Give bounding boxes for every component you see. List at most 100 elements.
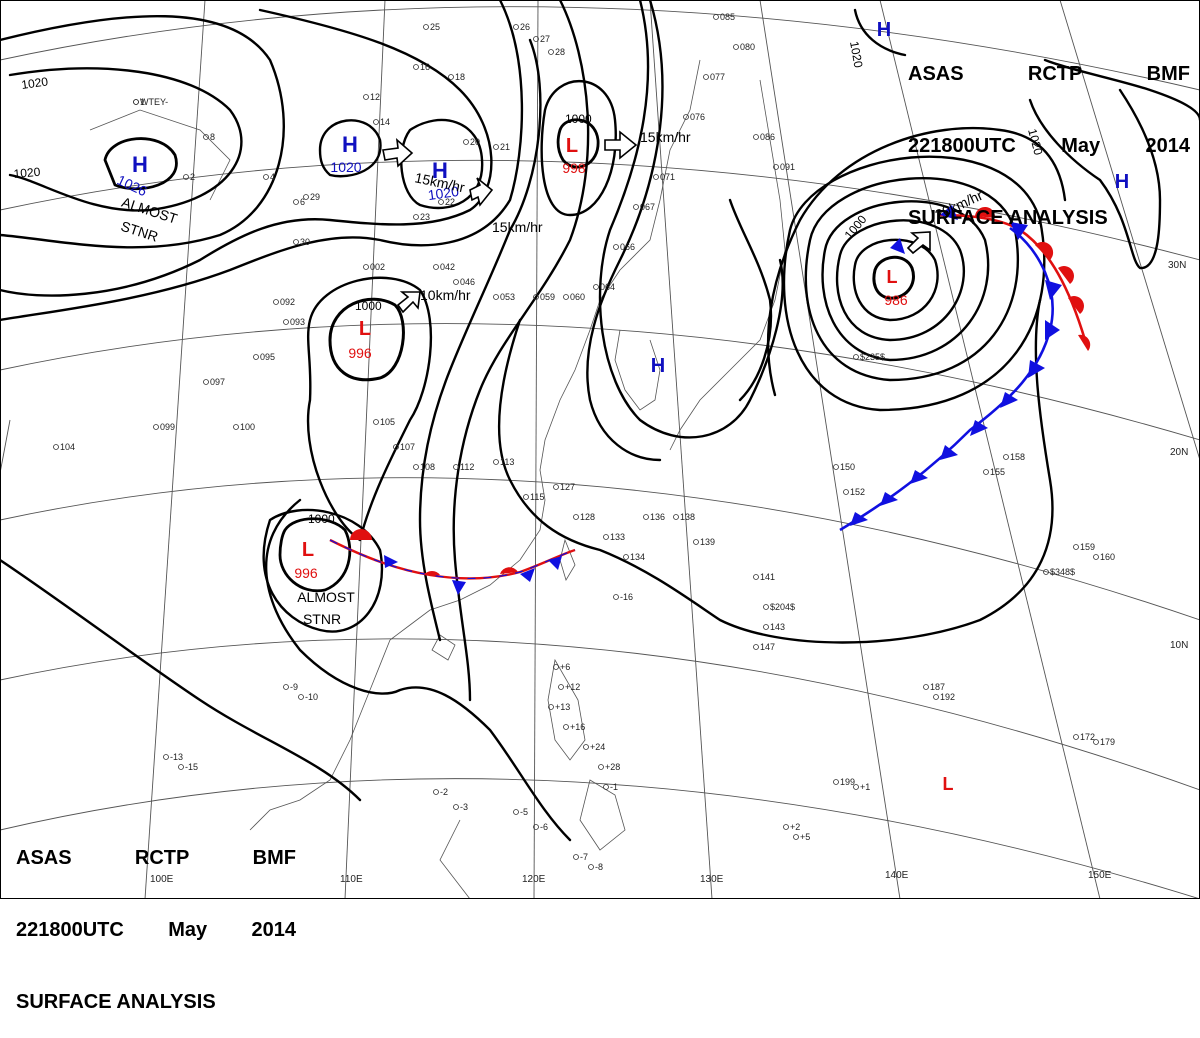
station-dot bbox=[553, 664, 559, 670]
station-obs-text: +28 bbox=[605, 762, 620, 772]
station-dot bbox=[713, 14, 719, 20]
station-dot bbox=[533, 824, 539, 830]
station-obs-text: +5 bbox=[800, 832, 810, 842]
low-center-letter: L bbox=[887, 267, 898, 287]
station-obs-text: 080 bbox=[740, 42, 755, 52]
station-dot bbox=[603, 534, 609, 540]
station-dot bbox=[583, 744, 589, 750]
year-label: 2014 bbox=[1145, 135, 1191, 157]
station-obs-text: 100 bbox=[240, 422, 255, 432]
cold-front-triangle bbox=[880, 492, 898, 506]
station-obs-text: 20 bbox=[470, 137, 480, 147]
station-obs-text: 29 bbox=[310, 192, 320, 202]
station-dot bbox=[203, 134, 209, 140]
station-dot bbox=[413, 464, 419, 470]
station-obs-text: 085 bbox=[720, 12, 735, 22]
station-dot bbox=[303, 194, 309, 200]
station-dot bbox=[1093, 739, 1099, 745]
header-line-2: 221800UTC May 2014 bbox=[16, 918, 296, 942]
station-dot bbox=[1073, 734, 1079, 740]
station-obs-text: +6 bbox=[560, 662, 570, 672]
meridian-150e bbox=[879, 0, 1101, 899]
station-dot bbox=[233, 424, 239, 430]
almost-stnr-label: ALMOST bbox=[297, 589, 355, 605]
motion-arrow bbox=[906, 231, 931, 255]
station-obs-text: 066 bbox=[620, 242, 635, 252]
isobar-986-ring-5 bbox=[782, 155, 1046, 412]
isobar-east-mongolia-high bbox=[400, 118, 484, 210]
station-code: RCTP bbox=[1027, 63, 1083, 85]
isobar-korea-high bbox=[598, 0, 784, 439]
header-line-1: ASAS RCTP BMF bbox=[908, 62, 1190, 86]
office-code: BMF bbox=[252, 847, 296, 869]
station-obs-text: -6 bbox=[540, 822, 548, 832]
station-dot bbox=[178, 764, 184, 770]
station-dot bbox=[643, 514, 649, 520]
station-obs-text: 155 bbox=[990, 467, 1005, 477]
isobar-sw-outer bbox=[262, 508, 384, 633]
station-dot bbox=[533, 294, 539, 300]
station-dot bbox=[413, 214, 419, 220]
station-dot bbox=[433, 264, 439, 270]
station-dot bbox=[448, 74, 454, 80]
low-center-letter: L bbox=[566, 135, 578, 157]
station-obs-text: +16 bbox=[570, 722, 585, 732]
station-dot bbox=[293, 239, 299, 245]
station-obs-text: 113 bbox=[500, 457, 514, 467]
low-center-letter: L bbox=[302, 539, 314, 561]
isobar-986-core bbox=[872, 255, 915, 300]
stationary-warm-semicircle bbox=[350, 529, 372, 540]
station-obs-text: 14 bbox=[380, 117, 390, 127]
cold-front-triangle bbox=[1010, 222, 1028, 240]
low-center-value: 998 bbox=[562, 160, 586, 176]
station-obs-text: 115 bbox=[530, 492, 544, 502]
high-center-value: 1020 bbox=[330, 159, 361, 175]
station-dot bbox=[593, 284, 599, 290]
station-obs-text: 002 bbox=[370, 262, 385, 272]
isobar-west-coast bbox=[0, 558, 362, 802]
station-dot bbox=[833, 464, 839, 470]
station-obs-text: 128 bbox=[580, 512, 595, 522]
station-obs-text: 097 bbox=[210, 377, 225, 387]
isobar-label: 1000 bbox=[308, 512, 335, 526]
coast-mongolia bbox=[89, 109, 231, 201]
stationary-warm-semicircle bbox=[424, 571, 440, 575]
station-obs-text: 23 bbox=[420, 212, 430, 222]
coast-taiwan bbox=[559, 538, 576, 581]
header-line-2: 221800UTC May 2014 bbox=[908, 134, 1190, 158]
station-obs-text: -9 bbox=[290, 682, 298, 692]
station-obs-text: 18 bbox=[455, 72, 465, 82]
station-dot bbox=[283, 684, 289, 690]
pressure-centers: H 1026 H 1020 H 1020 L 998 L 996 L 986 L… bbox=[115, 19, 1130, 794]
station-dot bbox=[283, 319, 289, 325]
station-dot bbox=[573, 854, 579, 860]
header-bottom-left: ASAS RCTP BMF 221800UTC May 2014 SURFACE… bbox=[16, 798, 296, 1038]
stationary-cold-triangle bbox=[520, 568, 535, 582]
cold-front-triangle bbox=[970, 420, 988, 436]
high-center-letter: H bbox=[1115, 171, 1129, 193]
coast-japan bbox=[669, 79, 786, 451]
station-dot bbox=[703, 74, 709, 80]
meridian-110e bbox=[344, 0, 386, 899]
high-center-letter: H bbox=[132, 152, 148, 177]
station-obs-text: 179 bbox=[1100, 737, 1115, 747]
high-center-letter: H bbox=[877, 19, 891, 41]
station-dot bbox=[413, 64, 419, 70]
isobar-label: 1020 bbox=[1025, 127, 1046, 157]
meridian-140e bbox=[759, 0, 901, 899]
station-obs-text: -13 bbox=[170, 752, 183, 762]
station-dot bbox=[373, 119, 379, 125]
station-obs-text: 086 bbox=[760, 132, 775, 142]
graticule-labels: 100E 110E 120E 130E 140E 150E 30N 20N 10… bbox=[150, 260, 1188, 885]
warm-front-semicircle bbox=[1078, 334, 1091, 351]
front-triangle-cold-ne bbox=[940, 205, 958, 220]
isobar-label: 1000 bbox=[355, 299, 382, 313]
agency-code: ASAS bbox=[908, 63, 964, 85]
station-dot bbox=[1003, 454, 1009, 460]
isobar-pacific-high-1020b bbox=[1043, 58, 1200, 122]
station-obs-text: 071 bbox=[660, 172, 675, 182]
station-dot bbox=[1073, 544, 1079, 550]
station-dot bbox=[263, 174, 269, 180]
station-obs-text: +2 bbox=[790, 822, 800, 832]
station-obs-text: 099 bbox=[160, 422, 175, 432]
